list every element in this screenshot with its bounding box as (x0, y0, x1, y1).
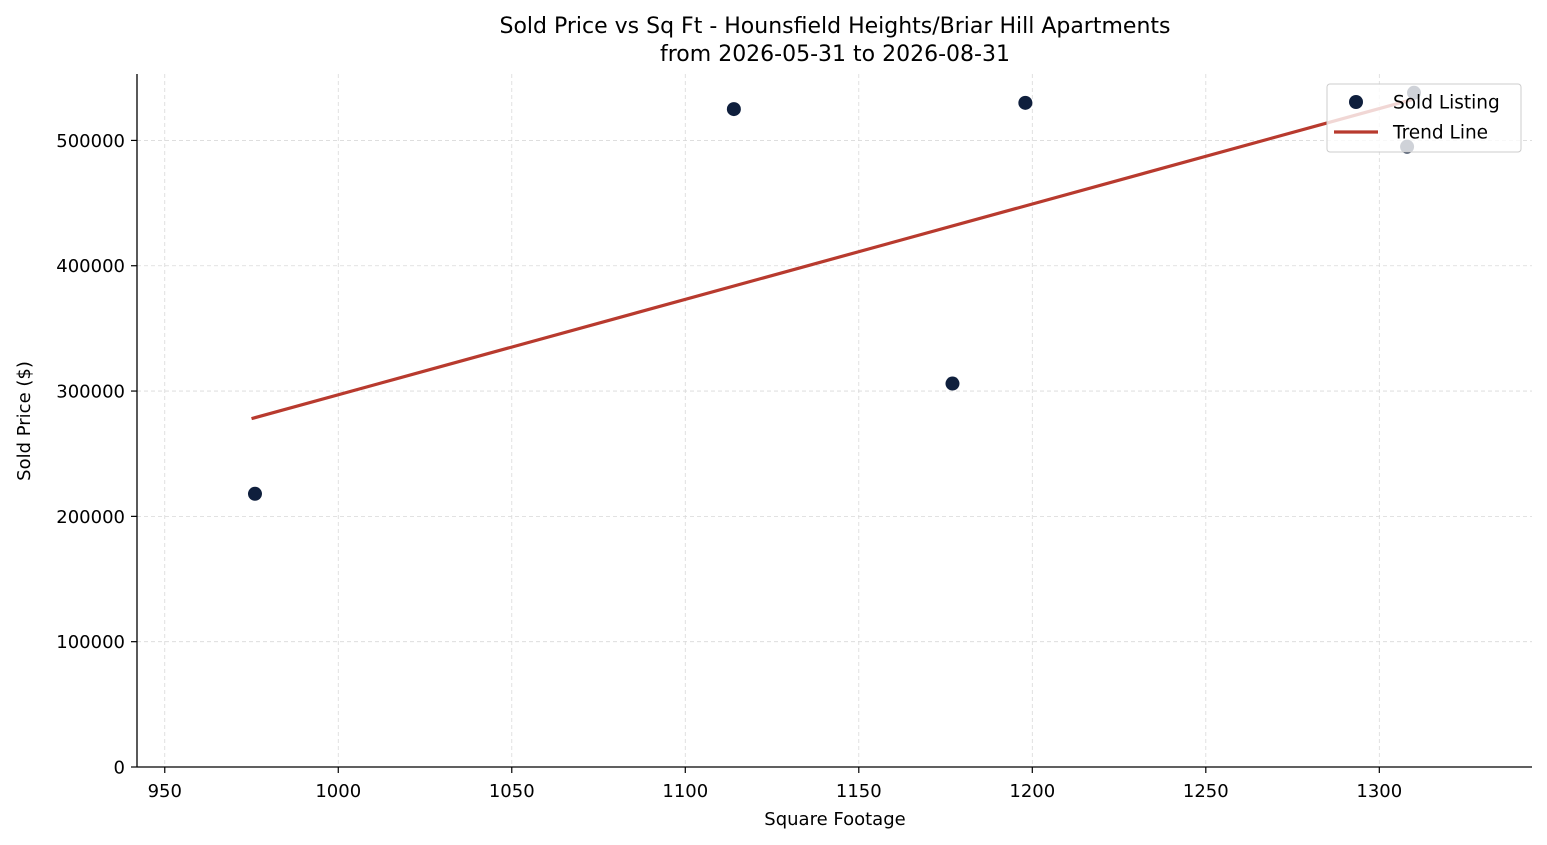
legend-marker-swatch (1349, 95, 1363, 109)
y-tick-label: 500000 (56, 131, 125, 152)
x-tick-label: 1100 (662, 781, 708, 802)
y-axis-label: Sold Price ($) (14, 361, 35, 481)
x-tick-label: 1050 (489, 781, 535, 802)
data-point (726, 102, 741, 117)
x-tick-label: 1150 (836, 781, 882, 802)
data-point (1018, 95, 1033, 110)
x-tick-label: 1300 (1356, 781, 1402, 802)
data-point (945, 376, 960, 391)
points-layer (247, 85, 1422, 501)
chart-subtitle: from 2026-05-31 to 2026-08-31 (660, 42, 1010, 67)
y-tick-label: 0 (114, 758, 125, 779)
x-tick-label: 950 (148, 781, 182, 802)
trend-line-layer (251, 97, 1415, 421)
data-point (247, 486, 262, 501)
y-tick-label: 200000 (56, 507, 125, 528)
y-tick-label: 400000 (56, 256, 125, 277)
legend-label: Trend Line (1392, 123, 1488, 144)
trend-line (251, 97, 1415, 421)
legend: Sold Listing Trend Line (1326, 83, 1522, 153)
x-tick-label: 1200 (1009, 781, 1055, 802)
x-axis-label: Square Footage (764, 809, 905, 830)
x-tick-label: 1250 (1183, 781, 1229, 802)
chart-title: Sold Price vs Sq Ft - Hounsfield Heights… (500, 14, 1171, 39)
grid (137, 74, 1532, 768)
axes: 950 1000 1050 1100 1150 1200 1250 1300 0 100000 20… (56, 74, 1532, 802)
legend-label: Sold Listing (1393, 93, 1500, 114)
y-tick-label: 100000 (56, 632, 125, 653)
legend-box (1326, 83, 1522, 153)
x-tick-label: 1000 (315, 781, 361, 802)
y-tick-label: 300000 (56, 382, 125, 403)
